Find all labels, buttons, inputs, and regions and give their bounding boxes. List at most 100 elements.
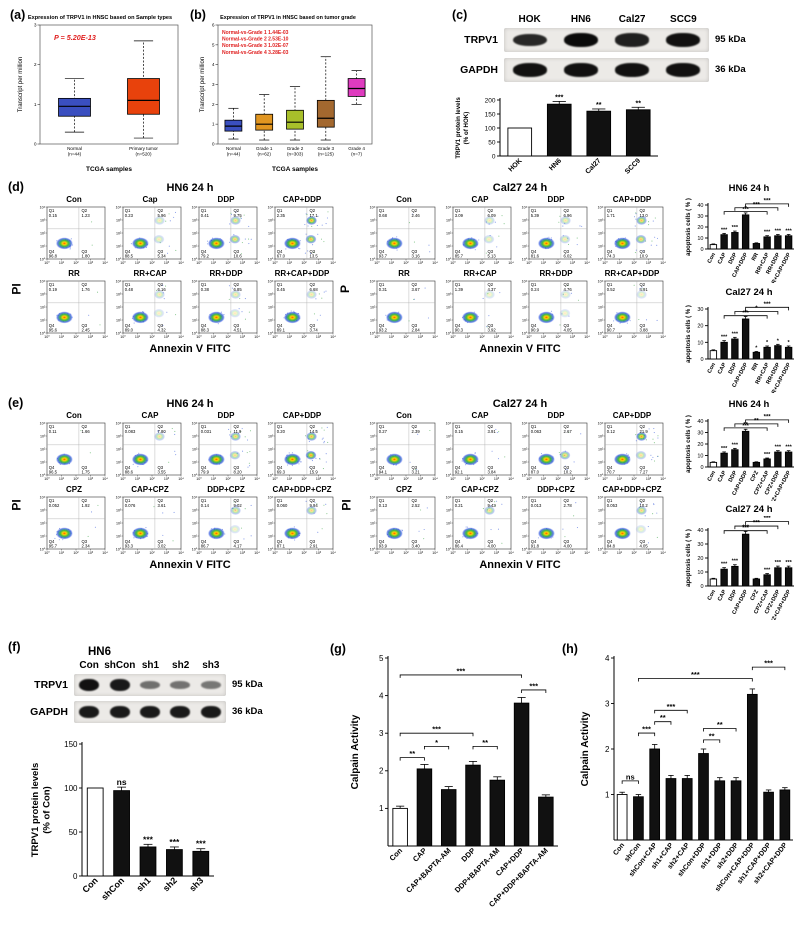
- q3-label: Q3: [412, 465, 418, 470]
- flow-plot-Cap: Cap 10⁰ 10⁰ 10¹ 10¹ 10² 10² 10³ 10³ 10⁴ 10⁴ Q1 0.23 Q…: [112, 195, 188, 269]
- bar-DDP: [465, 764, 481, 847]
- protein-band: [79, 705, 100, 719]
- y-tick-label: 10³: [598, 218, 604, 222]
- x-category-label: Con: [612, 842, 626, 857]
- q2-value: 6.16: [158, 287, 167, 292]
- late-apoptotic-blob: [306, 432, 318, 442]
- box-Primary tumor: [127, 78, 160, 115]
- q1-label: Q1: [379, 424, 385, 429]
- q1-label: Q1: [125, 208, 131, 213]
- significance-star: ***: [764, 568, 771, 574]
- y-tick-label: 10²: [446, 231, 452, 235]
- y-tick-label: 10¹: [446, 318, 452, 322]
- q3-value: 4.51: [234, 327, 243, 332]
- q4-label: Q4: [455, 539, 461, 544]
- q4-label: Q4: [607, 539, 613, 544]
- q2-value: 1.23: [82, 213, 91, 218]
- significance-star: ***: [742, 423, 749, 429]
- flow-frame: [452, 280, 512, 334]
- protein-band: [109, 705, 130, 719]
- bar-HN6: [546, 103, 572, 157]
- q3-label: Q3: [234, 249, 240, 254]
- bar-shCon+CAP: [649, 748, 661, 841]
- flow-plot-title: RR+CAP: [463, 269, 497, 278]
- y-tick-label: 10⁴: [522, 421, 528, 425]
- q3-value: 4.00: [488, 543, 497, 548]
- x-tick-label: 10³: [570, 551, 576, 555]
- flow-plot-title: RR+CAP: [133, 269, 167, 278]
- y-tick-label: 10⁴: [446, 421, 452, 425]
- q3-value: 2.45: [82, 327, 91, 332]
- q3-value: 1.75: [82, 469, 91, 474]
- y-tick-label: 10²: [268, 305, 274, 309]
- y-axis-label: Calpain Activity: [350, 714, 361, 789]
- y-axis-label: apoptosis cells ( % ): [686, 529, 692, 587]
- x-tick-label: 10⁰: [526, 261, 532, 265]
- q1-value: 3.09: [455, 213, 464, 218]
- x-tick-label: 10³: [240, 261, 246, 265]
- q3-value: 1.80: [82, 253, 91, 258]
- x-tick-label: 10²: [631, 551, 637, 555]
- late-apoptotic-blob: [636, 290, 648, 300]
- significance-bracket: [745, 419, 790, 423]
- x-tick-label: 10⁴: [102, 477, 108, 481]
- q4-value: 88.6: [125, 469, 134, 474]
- x-tick-label: 10²: [225, 477, 231, 481]
- y-tick-label: 10¹: [446, 460, 452, 464]
- y-tick-label: 10⁰: [446, 547, 452, 551]
- flow-group-title: HN6 24 h: [166, 398, 214, 410]
- x-category-label: Con: [707, 362, 718, 375]
- x-tick-label: 10⁴: [102, 261, 108, 265]
- q1-label: Q1: [607, 424, 613, 429]
- significance-bracket: [638, 678, 753, 682]
- y-tick-label: 10²: [370, 231, 376, 235]
- q3-label: Q3: [564, 323, 570, 328]
- x-tick-label: 10²: [631, 335, 637, 339]
- q2-value: 17.1: [310, 213, 319, 218]
- y-tick-label: 10⁴: [598, 421, 604, 425]
- late-apoptotic-blob: [560, 290, 572, 300]
- y-tick-label: 5: [212, 42, 215, 47]
- panel-a-boxplot: Expression of TRPV1 in HNSC based on Sam…: [14, 10, 186, 179]
- panel-d-chart-cal27: 0 10 20 30 apoptosis cells ( % ) Con *** CAP ***…: [684, 299, 796, 399]
- x-tick-label: 10¹: [59, 261, 65, 265]
- significance-star: *: [788, 340, 791, 346]
- live-population-blob: [537, 311, 555, 324]
- y-tick-label: 10⁰: [268, 547, 274, 551]
- y-axis-label: apoptosis cells ( % ): [686, 415, 692, 473]
- flow-plot-title: CAP: [471, 411, 489, 420]
- q1-label: Q1: [607, 282, 613, 287]
- q4-value: 93.2: [379, 327, 388, 332]
- q3-value: 2.91: [310, 543, 319, 548]
- x-tick-label: 10³: [646, 477, 652, 481]
- live-population-blob: [131, 527, 149, 540]
- x-tick-label: 10⁴: [330, 335, 336, 339]
- flow-plot-title: Con: [396, 195, 412, 204]
- x-tick-label: 10³: [88, 477, 94, 481]
- y-tick-label: 30: [697, 307, 703, 313]
- y-tick-label: 10⁰: [116, 473, 122, 477]
- q2-value: 7.80: [158, 429, 167, 434]
- q2-label: Q2: [564, 424, 570, 429]
- live-population-blob: [283, 527, 301, 540]
- q4-value: 87.0: [531, 469, 540, 474]
- q2-value: 11.9: [234, 429, 243, 434]
- q4-value: 84.8: [607, 543, 616, 548]
- significance-bracket: [654, 709, 688, 714]
- q2-label: Q2: [488, 498, 494, 503]
- early-apoptotic-blob: [559, 234, 571, 244]
- q3-label: Q3: [412, 323, 418, 328]
- box-Grade 2: [286, 109, 304, 130]
- early-apoptotic-blob: [305, 234, 317, 244]
- x-tick-label: 10³: [418, 335, 424, 339]
- flow-plot-Con: Con 10⁰ 10⁰ 10¹ 10¹ 10² 10² 10³ 10³ 10⁴ 10⁴ Q1 0.68 Q…: [366, 195, 442, 269]
- y-tick-label: 3: [605, 699, 610, 708]
- bracket-label: ***: [691, 670, 700, 679]
- protein-band: [139, 680, 161, 690]
- flow-frame: [198, 206, 258, 260]
- x-tick-label: 10⁴: [584, 261, 590, 265]
- late-apoptotic-blob: [154, 216, 166, 226]
- early-apoptotic-blob: [483, 234, 495, 244]
- bracket-label: **: [482, 738, 488, 747]
- y-tick-label: 20: [697, 556, 703, 562]
